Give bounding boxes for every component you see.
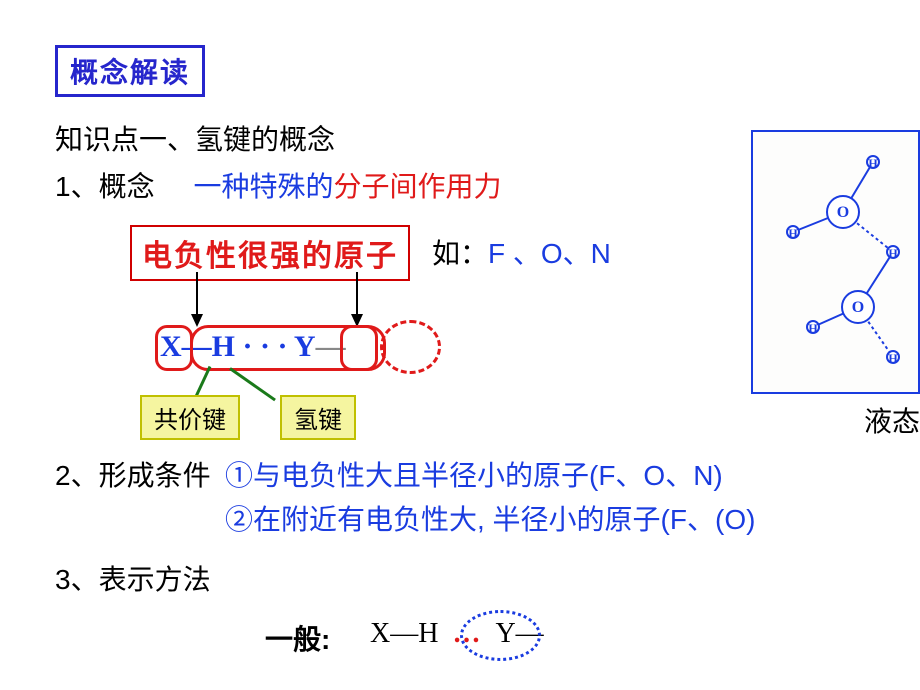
condition-line2: ②在附近有电负性大, 半径小的原子(F、(O) bbox=[225, 498, 755, 538]
condition-line1: ①与电负性大且半径小的原子(F、O、N) bbox=[225, 454, 723, 494]
arrow-to-x bbox=[182, 272, 212, 332]
x-highlight bbox=[155, 325, 193, 371]
svg-text:H: H bbox=[888, 246, 898, 260]
heading: 知识点一、氢键的概念 bbox=[55, 118, 335, 158]
condition-line1-text: ①与电负性大且半径小的原子(F、O、N) bbox=[225, 460, 723, 491]
concept-blue: 一种特殊的 bbox=[193, 171, 333, 202]
method-dots-oval bbox=[460, 610, 541, 661]
mf-dash: — bbox=[390, 618, 418, 649]
method-num-text: 3、表示方法 bbox=[55, 564, 211, 595]
concept-num: 1、概念 bbox=[55, 171, 155, 202]
mf-x: X bbox=[370, 618, 390, 649]
like-label: 如：F 、O、N bbox=[432, 232, 611, 272]
condition-line2-text: ②在附近有电负性大, 半径小的原子(F、(O) bbox=[225, 504, 755, 535]
atom-box-text: 电负性很强的原子 bbox=[142, 240, 398, 273]
arrow-to-y bbox=[342, 272, 372, 332]
covalent-tag-text: 共价键 bbox=[154, 407, 226, 434]
condition-num-text: 2、形成条件 bbox=[55, 460, 211, 491]
title-text: 概念解读 bbox=[70, 57, 190, 88]
title-box: 概念解读 bbox=[55, 45, 205, 97]
condition-num: 2、形成条件 bbox=[55, 454, 211, 494]
concept-row: 1、概念 一种特殊的分子间作用力 bbox=[55, 165, 502, 205]
diagram-caption: 液态 bbox=[864, 400, 920, 440]
svg-text:O: O bbox=[837, 204, 849, 221]
svg-text:H: H bbox=[808, 321, 818, 335]
svg-text:H: H bbox=[788, 226, 798, 240]
method-num: 3、表示方法 bbox=[55, 558, 211, 598]
like-elems: F 、O、N bbox=[488, 238, 611, 269]
mf-h: H bbox=[418, 618, 438, 649]
diagram-caption-text: 液态 bbox=[864, 406, 920, 437]
method-prefix: 一般: bbox=[265, 618, 330, 658]
y-highlight bbox=[340, 325, 378, 371]
hbond-tag: 氢键 bbox=[280, 395, 356, 440]
covalent-tag: 共价键 bbox=[140, 395, 240, 440]
hbond-tag-text: 氢键 bbox=[294, 407, 342, 434]
molecule-svg: H O H H O H H bbox=[753, 132, 918, 392]
svg-text:H: H bbox=[868, 156, 878, 170]
svg-text:H: H bbox=[888, 351, 898, 365]
molecule-diagram: H O H H O H H bbox=[751, 130, 920, 394]
method-prefix-text: 一般: bbox=[265, 624, 330, 655]
like-prefix: 如： bbox=[432, 238, 488, 269]
concept-red: 分子间作用力 bbox=[334, 171, 502, 202]
heading-text: 知识点一、氢键的概念 bbox=[55, 124, 335, 155]
svg-text:O: O bbox=[852, 299, 864, 316]
trailing-oval bbox=[380, 320, 441, 374]
